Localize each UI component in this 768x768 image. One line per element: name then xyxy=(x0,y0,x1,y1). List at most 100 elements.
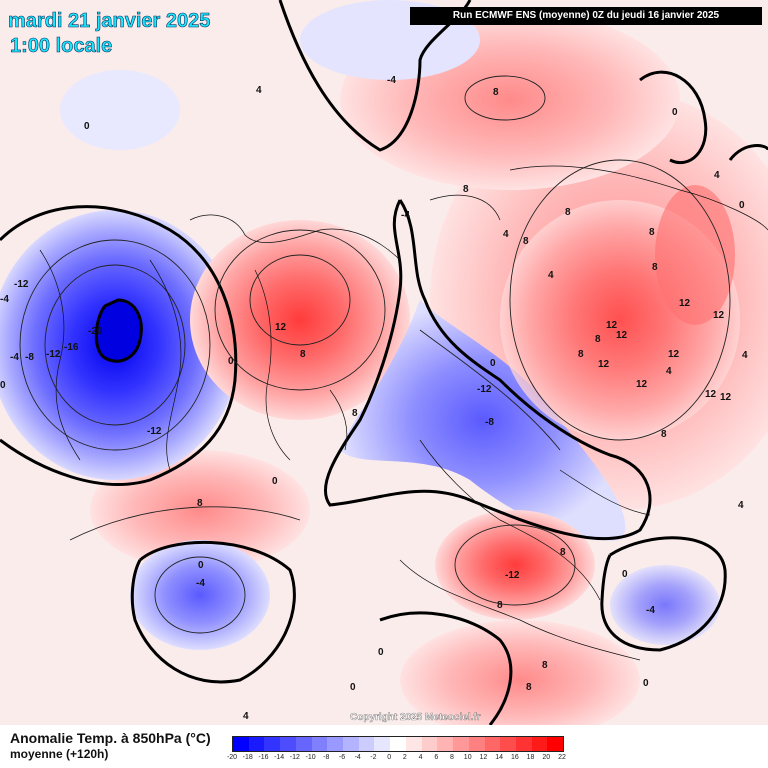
scale-tick-label: 20 xyxy=(542,754,551,761)
scale-tick-label: -4 xyxy=(354,754,361,761)
svg-text:12: 12 xyxy=(636,379,648,390)
svg-text:0: 0 xyxy=(228,356,234,367)
scale-tick-label: -14 xyxy=(274,754,285,761)
warm-area-south xyxy=(400,620,640,725)
scale-swatch xyxy=(233,737,249,751)
scale-swatch xyxy=(264,737,281,751)
scale-swatch xyxy=(280,737,296,751)
scale-swatch xyxy=(531,737,548,751)
scale-tick-label: -20 xyxy=(226,754,238,761)
scale-swatch xyxy=(405,737,422,751)
svg-text:8: 8 xyxy=(493,87,499,98)
svg-text:4: 4 xyxy=(714,170,720,181)
run-info: Run ECMWF ENS (moyenne) 0Z du jeudi 16 j… xyxy=(410,7,762,25)
svg-text:12: 12 xyxy=(720,392,732,403)
svg-text:12: 12 xyxy=(598,359,610,370)
svg-text:0: 0 xyxy=(84,121,90,132)
coastlines xyxy=(39,165,768,661)
scale-swatch xyxy=(358,737,375,751)
scale-swatch xyxy=(390,737,406,751)
svg-text:-12: -12 xyxy=(505,570,520,581)
svg-text:8: 8 xyxy=(526,682,532,693)
svg-text:8: 8 xyxy=(523,236,529,247)
svg-text:0: 0 xyxy=(0,380,6,391)
svg-text:0: 0 xyxy=(490,358,496,369)
scale-swatch xyxy=(547,737,564,751)
local-time: 1:00 locale xyxy=(10,35,113,58)
svg-text:8: 8 xyxy=(652,262,658,273)
svg-text:-4: -4 xyxy=(0,294,9,305)
svg-text:8: 8 xyxy=(300,349,306,360)
scale-tick-label: -12 xyxy=(289,754,300,761)
scale-tick-label: -16 xyxy=(258,754,269,761)
svg-text:8: 8 xyxy=(463,184,469,195)
scale-swatch xyxy=(484,737,501,751)
scale-tick-label: 22 xyxy=(558,754,566,761)
scale-swatch xyxy=(468,737,485,751)
svg-text:12: 12 xyxy=(713,310,725,321)
svg-text:-12: -12 xyxy=(147,426,162,437)
svg-text:-16: -16 xyxy=(64,342,79,353)
svg-text:4: 4 xyxy=(243,711,249,722)
scale-swatch xyxy=(248,737,265,751)
scale-tick-label: 10 xyxy=(463,754,472,761)
svg-text:8: 8 xyxy=(578,349,584,360)
svg-text:8: 8 xyxy=(497,600,503,611)
svg-text:8: 8 xyxy=(661,429,667,440)
svg-text:-8: -8 xyxy=(485,417,494,428)
scale-swatch xyxy=(515,737,532,751)
svg-text:-4: -4 xyxy=(387,75,396,86)
scale-swatch xyxy=(421,737,438,751)
warm-core-greenland xyxy=(190,220,410,420)
svg-text:0: 0 xyxy=(672,107,678,118)
svg-text:0: 0 xyxy=(272,476,278,487)
legend-subtitle: moyenne (+120h) xyxy=(10,747,109,761)
scale-tick-label: 14 xyxy=(495,754,504,761)
svg-text:12: 12 xyxy=(616,330,628,341)
legend-footer: Anomalie Temp. à 850hPa (°C) moyenne (+1… xyxy=(0,725,768,768)
svg-text:8: 8 xyxy=(560,547,566,558)
svg-text:0: 0 xyxy=(378,647,384,658)
svg-text:0: 0 xyxy=(739,200,745,211)
contour-labels: -20 -16 -12 -8 -4 -12 -12 0 -4 12 8 8 0 … xyxy=(0,75,748,722)
scale-swatch xyxy=(500,737,516,751)
svg-text:4: 4 xyxy=(256,85,262,96)
svg-text:8: 8 xyxy=(649,227,655,238)
scale-swatch xyxy=(343,737,359,751)
svg-text:-4: -4 xyxy=(401,210,410,221)
svg-text:-12: -12 xyxy=(14,279,29,290)
svg-text:0: 0 xyxy=(643,678,649,689)
svg-text:-4: -4 xyxy=(646,605,655,616)
cold-cell-atlantic xyxy=(130,540,270,650)
svg-text:12: 12 xyxy=(606,320,618,331)
svg-text:12: 12 xyxy=(705,389,717,400)
scale-swatch xyxy=(295,737,312,751)
warm-core-europe xyxy=(435,510,595,620)
svg-text:-4: -4 xyxy=(196,578,205,589)
scale-tick-label: -8 xyxy=(323,754,330,761)
cold-area-pacific xyxy=(60,70,180,150)
warm-core-east-siberia xyxy=(655,185,735,325)
svg-text:4: 4 xyxy=(666,366,672,377)
scale-tick-label: -10 xyxy=(305,754,316,761)
thin-contours xyxy=(19,75,731,634)
scale-tick-label: -2 xyxy=(370,754,377,761)
scale-tick-label: 2 xyxy=(402,754,407,761)
svg-text:4: 4 xyxy=(548,270,554,281)
svg-text:8: 8 xyxy=(197,498,203,509)
scale-swatch xyxy=(453,737,469,751)
svg-text:-8: -8 xyxy=(25,352,34,363)
color-scale-labels: -20 -18 -16 -14 -12 -10 -8 -6 -4 -2 0 2 4 6 8 10 12 14 16 1… xyxy=(227,754,566,764)
scale-tick-label: 18 xyxy=(526,754,535,761)
svg-text:-12: -12 xyxy=(46,349,61,360)
cold-cell-east xyxy=(610,565,720,645)
svg-text:-4: -4 xyxy=(10,352,19,363)
scale-tick-label: 16 xyxy=(510,754,519,761)
scale-swatch xyxy=(311,737,328,751)
scale-swatch xyxy=(374,737,391,751)
scale-tick-label: 4 xyxy=(418,754,423,761)
zero-contours xyxy=(0,0,768,725)
svg-text:8: 8 xyxy=(565,207,571,218)
svg-text:-12: -12 xyxy=(477,384,492,395)
